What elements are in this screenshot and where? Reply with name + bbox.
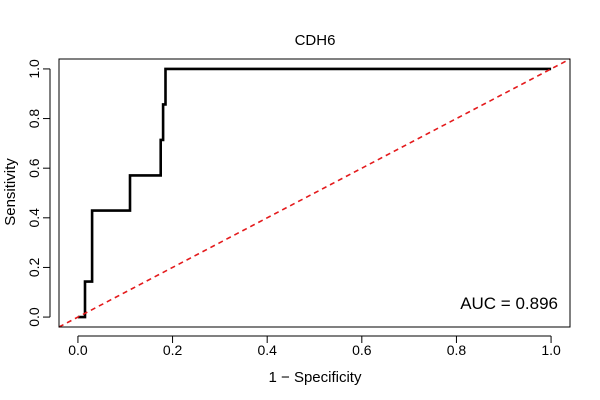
y-tick-label: 0.6 [26, 158, 42, 178]
reference-diagonal-line [58, 58, 571, 328]
y-axis: 0.0 0.2 0.4 0.6 0.8 1.0 [26, 59, 51, 327]
y-tick-label: 0.4 [26, 208, 42, 228]
chart-title: CDH6 [295, 32, 336, 49]
roc-curve-line [77, 67, 552, 319]
y-tick-label: 0.2 [26, 258, 42, 278]
x-tick-label: 0.6 [352, 342, 372, 358]
plot-area-border [58, 58, 571, 328]
x-tick-label: 1.0 [541, 342, 561, 358]
x-tick-label: 0.8 [447, 342, 467, 358]
x-axis-label: 1 − Specificity [269, 369, 362, 386]
y-axis-label: Sensitivity [2, 158, 19, 226]
x-tick-label: 0.0 [68, 342, 88, 358]
auc-annotation: AUC = 0.896 [460, 294, 558, 313]
x-tick-label: 0.4 [257, 342, 277, 358]
y-tick-label: 0.0 [26, 307, 42, 327]
x-tick-label: 0.2 [163, 342, 183, 358]
y-tick-label: 0.8 [26, 109, 42, 129]
y-tick-label: 1.0 [26, 59, 42, 79]
series-layer [58, 58, 571, 328]
x-axis: 0.0 0.2 0.4 0.6 0.8 1.0 [68, 335, 561, 358]
